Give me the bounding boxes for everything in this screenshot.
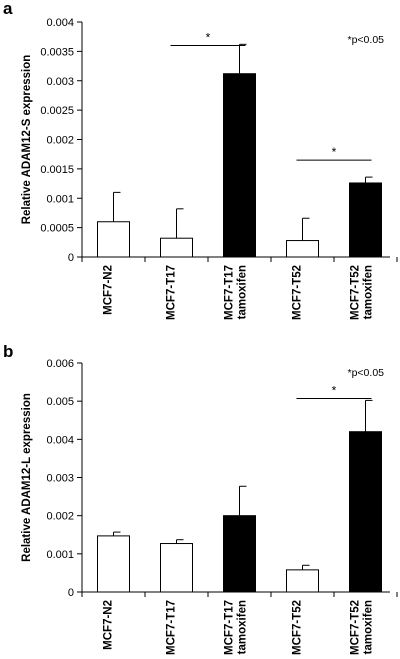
chart-panel-b: b Relative ADAM12-L expression 0 0.001 0.002… xyxy=(3,342,398,655)
bar xyxy=(160,237,193,258)
y-tick-label: 0.003 xyxy=(46,76,74,88)
bar xyxy=(349,182,382,258)
x-category-label-line: MCF7-T52 xyxy=(350,600,362,655)
y-tick-label: 0.006 xyxy=(46,358,74,370)
x-category-label-line: tamoxifen xyxy=(363,600,375,654)
significance-star: * xyxy=(332,383,337,397)
y-tick-label: 0.002 xyxy=(46,511,74,523)
significance-star: * xyxy=(206,31,211,45)
x-category-label: MCF7-T52tamoxifen xyxy=(350,600,375,655)
y-tick-label: 0 xyxy=(68,252,74,264)
panel-letter-a: a xyxy=(3,0,13,18)
x-category-label: MCF7-N2 xyxy=(103,265,115,315)
x-category-label: MCF7-T52tamoxifen xyxy=(350,265,375,320)
significance-star: * xyxy=(332,145,337,159)
bar xyxy=(349,431,382,593)
y-tick-label: 0.0035 xyxy=(40,46,74,58)
significance-note: *p<0.05 xyxy=(348,367,385,379)
x-category-label: MCF7-T17tamoxifen xyxy=(224,265,249,320)
x-category-label-line: MCF7-T17 xyxy=(166,600,178,655)
x-category-label-line: MCF7-T17 xyxy=(224,600,236,655)
x-category-label-line: tamoxifen xyxy=(363,265,375,319)
x-category-label-line: MCF7-N2 xyxy=(103,600,115,650)
panel-letter-b: b xyxy=(3,342,13,361)
bar xyxy=(286,240,319,258)
bar xyxy=(223,73,256,258)
y-tick-label: 0.002 xyxy=(46,135,74,147)
y-tick-label: 0.003 xyxy=(46,473,74,485)
bar xyxy=(97,535,130,593)
x-category-label-line: tamoxifen xyxy=(237,265,249,319)
x-category-label-line: MCF7-T17 xyxy=(166,265,178,320)
x-category-label: MCF7-T17 xyxy=(166,600,178,655)
y-axis-title: Relative ADAM12-L expression xyxy=(21,393,33,562)
y-tick-label: 0.001 xyxy=(46,193,74,205)
x-category-label-line: tamoxifen xyxy=(237,600,249,654)
x-category-label-line: MCF7-T52 xyxy=(292,600,304,655)
x-category-label: MCF7-T17 xyxy=(166,265,178,320)
y-tick-label: 0.004 xyxy=(46,434,74,446)
bar xyxy=(286,569,319,593)
y-tick-label: 0.005 xyxy=(46,396,74,408)
x-category-label: MCF7-T52 xyxy=(292,265,304,320)
bar xyxy=(160,543,193,593)
y-tick-label: 0.0005 xyxy=(40,223,74,235)
chart-panel-a: a Relative ADAM12-S expression 0 0.0005 0.00… xyxy=(3,0,398,320)
y-tick-label: 0.0015 xyxy=(40,164,74,176)
y-axis-title: Relative ADAM12-S expression xyxy=(21,55,33,225)
x-category-label-line: MCF7-T17 xyxy=(224,265,236,320)
x-category-label-line: MCF7-T52 xyxy=(350,265,362,320)
y-tick-label: 0.0025 xyxy=(40,105,74,117)
x-category-label-line: MCF7-T52 xyxy=(292,265,304,320)
x-category-label: MCF7-T52 xyxy=(292,600,304,655)
bar xyxy=(223,515,256,593)
x-category-label: MCF7-T17tamoxifen xyxy=(224,600,249,655)
bar xyxy=(97,221,130,258)
y-tick-label: 0.004 xyxy=(46,17,74,29)
x-category-label: MCF7-N2 xyxy=(103,600,115,650)
y-tick-label: 0 xyxy=(68,587,74,599)
significance-note: *p<0.05 xyxy=(348,34,385,46)
x-category-label-line: MCF7-N2 xyxy=(103,265,115,315)
y-tick-label: 0.001 xyxy=(46,549,74,561)
